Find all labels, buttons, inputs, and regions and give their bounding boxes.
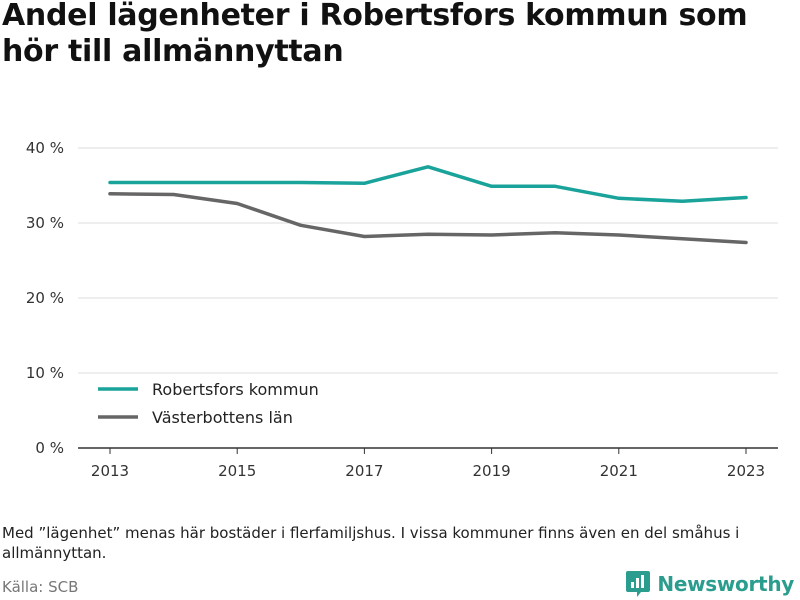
legend-label: Robertsfors kommun [152, 380, 319, 399]
brand-name: Newsworthy [657, 572, 794, 596]
line-chart: 0 % 10 % 20 % 30 % 40 % 2013 2015 2017 2019 2021… [26, 139, 778, 480]
source-label: Källa: SCB [2, 578, 79, 596]
x-tick-label: 2017 [345, 462, 383, 480]
series-line-vasterbotten [108, 192, 748, 245]
y-tick-label: 30 % [26, 214, 64, 232]
y-tick-label: 10 % [26, 364, 64, 382]
series-line-robertsfors [108, 165, 748, 204]
footnote: Med ”lägenhet” menas här bostäder i fler… [2, 524, 740, 562]
y-tick-label: 0 % [35, 439, 64, 457]
x-tick-label: 2021 [600, 462, 638, 480]
newsworthy-logo-icon [626, 571, 651, 597]
legend: Robertsfors kommun Västerbottens län [98, 380, 319, 427]
legend-label: Västerbottens län [152, 408, 293, 427]
x-tick-label: 2023 [727, 462, 765, 480]
y-tick-label: 20 % [26, 289, 64, 307]
x-axis: 2013 2015 2017 2019 2021 2023 [91, 448, 765, 480]
chart-title: Andel lägenheter i Robertsfors kommun so… [2, 0, 748, 69]
brand-logo: Newsworthy [625, 568, 794, 600]
grid-lines: 0 % 10 % 20 % 30 % 40 % [26, 139, 778, 457]
y-tick-label: 40 % [26, 139, 64, 157]
x-tick-label: 2013 [91, 462, 129, 480]
x-tick-label: 2015 [218, 462, 256, 480]
series-lines [108, 165, 748, 245]
x-tick-label: 2019 [473, 462, 511, 480]
